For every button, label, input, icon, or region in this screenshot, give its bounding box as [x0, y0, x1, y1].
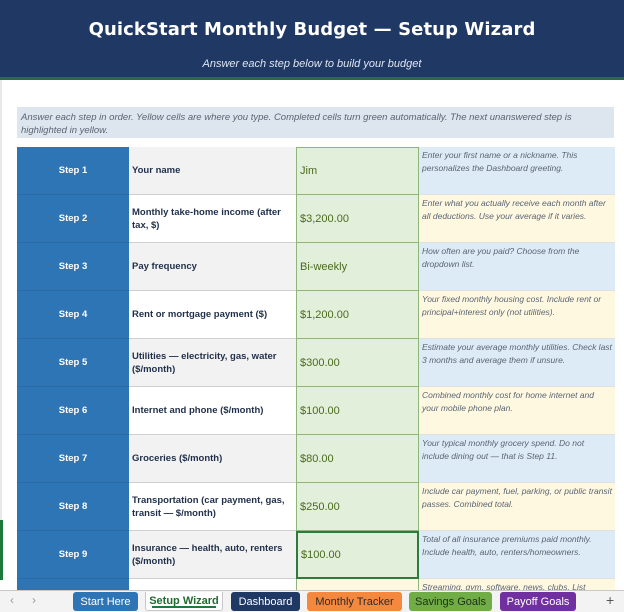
step-row-10: Streaming, gym, software, news, clubs. L…	[17, 579, 615, 590]
step-label	[129, 579, 296, 590]
step-row-9: Step 9 Insurance — health, auto, renters…	[17, 531, 615, 579]
step-label: Internet and phone ($/month)	[129, 387, 296, 435]
scroll-right-icon[interactable]: ›	[32, 593, 36, 607]
step-number: Step 8	[17, 483, 129, 531]
step-help: Your typical monthly grocery spend. Do n…	[419, 435, 615, 483]
tab-setup-wizard-label: Setup Wizard	[149, 595, 219, 607]
add-sheet-icon[interactable]: +	[606, 592, 615, 608]
step-help: Enter what you actually receive each mon…	[419, 195, 615, 243]
step-label: Monthly take-home income (after tax, $)	[129, 195, 296, 243]
tab-start-here[interactable]: Start Here	[73, 592, 138, 611]
step-label: Groceries ($/month)	[129, 435, 296, 483]
wizard-header: QuickStart Monthly Budget — Setup Wizard…	[0, 0, 624, 77]
sheet-selection-edge	[0, 520, 3, 580]
step-help: Streaming, gym, software, news, clubs. L…	[419, 579, 615, 590]
step-row-7: Step 7 Groceries ($/month) $80.00 Your t…	[17, 435, 615, 483]
pay-frequency-dropdown-cell[interactable]: Bi-weekly	[296, 243, 419, 291]
subscriptions-input-cell[interactable]	[296, 579, 419, 590]
step-row-4: Step 4 Rent or mortgage payment ($) $1,2…	[17, 291, 615, 339]
step-row-6: Step 6 Internet and phone ($/month) $100…	[17, 387, 615, 435]
step-row-2: Step 2 Monthly take-home income (after t…	[17, 195, 615, 243]
page-title: QuickStart Monthly Budget — Setup Wizard	[88, 19, 536, 40]
step-row-3: Step 3 Pay frequency Bi-weekly How often…	[17, 243, 615, 291]
step-number: Step 3	[17, 243, 129, 291]
sheet-tab-bar: ‹ › Start Here Setup Wizard Dashboard Mo…	[0, 590, 624, 612]
step-label: Your name	[129, 147, 296, 195]
insurance-input-cell[interactable]: $100.00	[296, 531, 419, 579]
step-label: Rent or mortgage payment ($)	[129, 291, 296, 339]
scroll-left-icon[interactable]: ‹	[10, 593, 14, 607]
step-help: Enter your first name or a nickname. Thi…	[419, 147, 615, 195]
header-divider	[0, 77, 624, 80]
tab-payoff-goals[interactable]: Payoff Goals	[500, 592, 576, 611]
transportation-input-cell[interactable]: $250.00	[296, 483, 419, 531]
step-number	[17, 579, 129, 590]
step-number: Step 4	[17, 291, 129, 339]
step-help: Estimate your average monthly utilities.…	[419, 339, 615, 387]
step-label: Pay frequency	[129, 243, 296, 291]
tab-savings-goals[interactable]: Savings Goals	[409, 592, 492, 611]
step-number: Step 7	[17, 435, 129, 483]
income-input-cell[interactable]: $3,200.00	[296, 195, 419, 243]
name-input-cell[interactable]: Jim	[296, 147, 419, 195]
step-number: Step 1	[17, 147, 129, 195]
step-label: Transportation (car payment, gas, transi…	[129, 483, 296, 531]
rent-input-cell[interactable]: $1,200.00	[296, 291, 419, 339]
step-help: Total of all insurance premiums paid mon…	[419, 531, 615, 579]
page-subtitle: Answer each step below to build your bud…	[202, 58, 422, 70]
active-tab-underline	[152, 606, 216, 608]
step-label: Insurance — health, auto, renters ($/mon…	[129, 531, 296, 579]
step-row-5: Step 5 Utilities — electricity, gas, wat…	[17, 339, 615, 387]
internet-phone-input-cell[interactable]: $100.00	[296, 387, 419, 435]
step-number: Step 2	[17, 195, 129, 243]
step-row-8: Step 8 Transportation (car payment, gas,…	[17, 483, 615, 531]
step-number: Step 9	[17, 531, 129, 579]
instructions-banner: Answer each step in order. Yellow cells …	[17, 107, 614, 138]
groceries-input-cell[interactable]: $80.00	[296, 435, 419, 483]
step-help: Include car payment, fuel, parking, or p…	[419, 483, 615, 531]
sheet-left-edge	[0, 80, 2, 580]
step-label: Utilities — electricity, gas, water ($/m…	[129, 339, 296, 387]
step-help: Combined monthly cost for home internet …	[419, 387, 615, 435]
tab-monthly-tracker[interactable]: Monthly Tracker	[307, 592, 402, 611]
step-row-1: Step 1 Your name Jim Enter your first na…	[17, 147, 615, 195]
utilities-input-cell[interactable]: $300.00	[296, 339, 419, 387]
step-number: Step 5	[17, 339, 129, 387]
step-help: How often are you paid? Choose from the …	[419, 243, 615, 291]
step-number: Step 6	[17, 387, 129, 435]
tab-setup-wizard[interactable]: Setup Wizard	[145, 592, 223, 611]
tab-dashboard[interactable]: Dashboard	[231, 592, 300, 611]
step-help: Your fixed monthly housing cost. Include…	[419, 291, 615, 339]
